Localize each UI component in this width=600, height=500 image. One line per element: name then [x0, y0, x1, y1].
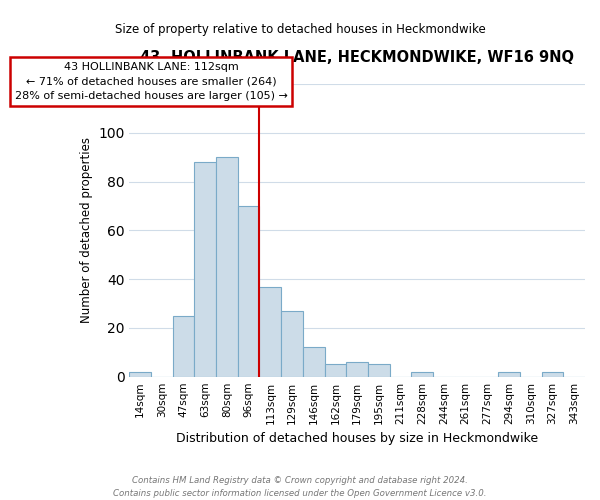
Bar: [498, 372, 520, 376]
Bar: [325, 364, 346, 376]
Bar: [368, 364, 389, 376]
Text: Size of property relative to detached houses in Heckmondwike: Size of property relative to detached ho…: [115, 22, 485, 36]
Title: 43, HOLLINBANK LANE, HECKMONDWIKE, WF16 9NQ: 43, HOLLINBANK LANE, HECKMONDWIKE, WF16 …: [140, 50, 574, 65]
Bar: [194, 162, 216, 376]
Y-axis label: Number of detached properties: Number of detached properties: [80, 138, 92, 324]
Bar: [412, 372, 433, 376]
Text: 43 HOLLINBANK LANE: 112sqm
← 71% of detached houses are smaller (264)
28% of sem: 43 HOLLINBANK LANE: 112sqm ← 71% of deta…: [14, 62, 287, 102]
Text: Contains HM Land Registry data © Crown copyright and database right 2024.
Contai: Contains HM Land Registry data © Crown c…: [113, 476, 487, 498]
Bar: [129, 372, 151, 376]
X-axis label: Distribution of detached houses by size in Heckmondwike: Distribution of detached houses by size …: [176, 432, 538, 445]
Bar: [216, 158, 238, 376]
Bar: [173, 316, 194, 376]
Bar: [259, 286, 281, 376]
Bar: [542, 372, 563, 376]
Bar: [238, 206, 259, 376]
Bar: [346, 362, 368, 376]
Bar: [281, 311, 303, 376]
Bar: [303, 348, 325, 376]
